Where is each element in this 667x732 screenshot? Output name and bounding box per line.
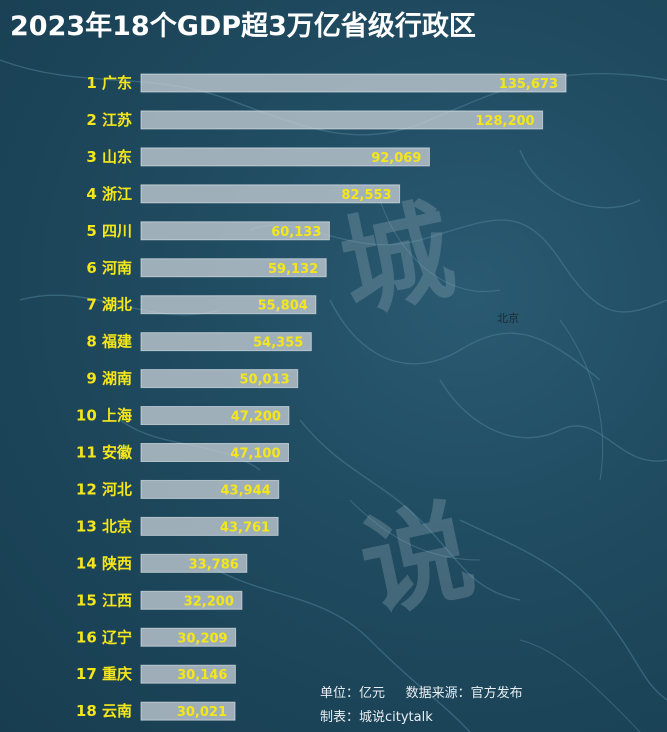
- value-label: 30,209: [177, 631, 227, 646]
- bar-row: 2 江苏 128,200: [86, 110, 544, 130]
- bar-row: 17 重庆 30,146: [76, 664, 236, 684]
- bar: [140, 479, 280, 499]
- bar-row: 18 云南 30,021: [76, 701, 236, 721]
- bar: [140, 73, 567, 93]
- bar: [140, 147, 430, 167]
- bar-row: 1 广东 135,673: [86, 73, 567, 93]
- bar-row: 16 辽宁 30,209: [76, 627, 237, 647]
- value-label: 59,132: [268, 262, 318, 277]
- bar-row: 11 安徽 47,100: [76, 443, 289, 462]
- category-label: 4 浙江: [86, 185, 132, 203]
- category-label: 15 江西: [76, 591, 132, 609]
- bar: [140, 443, 289, 462]
- bar: [140, 406, 290, 426]
- bar-row: 3 山东 92,069: [86, 147, 430, 167]
- footer-credit: 制表：城说citytalk: [320, 710, 433, 725]
- footer-unit-source: 单位：亿元 数据来源：官方发布: [320, 686, 523, 701]
- value-label: 32,200: [184, 594, 234, 609]
- bar-row: 10 上海 47,200: [76, 406, 290, 426]
- category-label: 6 河南: [86, 259, 132, 277]
- bar-row: 4 浙江 82,553: [86, 184, 401, 204]
- value-label: 43,761: [220, 520, 270, 535]
- bar-row: 6 河南 59,132: [86, 258, 327, 278]
- value-label: 43,944: [221, 483, 271, 498]
- category-label: 1 广东: [86, 74, 132, 92]
- bar: [140, 627, 237, 647]
- value-label: 92,069: [371, 151, 421, 166]
- category-label: 5 四川: [86, 222, 132, 240]
- value-label: 135,673: [499, 77, 558, 92]
- bar: [140, 332, 312, 352]
- bar: [140, 701, 236, 721]
- value-label: 55,804: [258, 299, 308, 314]
- map-city-label: 北京: [497, 312, 519, 325]
- bar-row: 8 福建 54,355: [86, 332, 312, 352]
- bar: [140, 664, 236, 684]
- bar-row: 13 北京 43,761: [76, 516, 279, 536]
- value-label: 128,200: [475, 114, 534, 129]
- category-label: 3 山东: [86, 148, 132, 166]
- value-label: 30,146: [177, 668, 227, 683]
- value-label: 54,355: [253, 336, 303, 351]
- value-label: 47,200: [231, 410, 281, 425]
- value-label: 30,021: [177, 705, 227, 720]
- value-label: 33,786: [189, 557, 239, 572]
- category-label: 13 北京: [76, 517, 132, 535]
- category-label: 10 上海: [76, 407, 132, 425]
- chart-title: 2023年18个GDP超3万亿省级行政区: [10, 11, 476, 42]
- category-label: 18 云南: [76, 702, 132, 720]
- bar: [140, 110, 544, 130]
- value-label: 50,013: [240, 373, 290, 388]
- category-label: 12 河北: [76, 480, 132, 498]
- bar: [140, 369, 299, 389]
- bar: [140, 295, 317, 315]
- bar-row: 12 河北 43,944: [76, 479, 280, 499]
- value-label: 47,100: [230, 447, 280, 462]
- bar: [140, 590, 243, 610]
- category-label: 11 安徽: [76, 444, 133, 462]
- value-label: 60,133: [271, 225, 321, 240]
- category-label: 14 陕西: [76, 554, 132, 572]
- bar-row: 5 四川 60,133: [86, 221, 330, 241]
- bar-row: 14 陕西 33,786: [76, 553, 248, 573]
- category-label: 17 重庆: [76, 665, 132, 683]
- bar: [140, 184, 401, 204]
- bar-row: 15 江西 32,200: [76, 590, 243, 610]
- category-label: 7 湖北: [86, 296, 132, 314]
- category-label: 16 辽宁: [76, 628, 132, 646]
- bar-row: 7 湖北 55,804: [86, 295, 317, 315]
- category-label: 8 福建: [86, 333, 133, 351]
- category-label: 9 湖南: [86, 370, 132, 388]
- value-label: 82,553: [341, 188, 391, 203]
- bar: [140, 516, 279, 536]
- bar: [140, 553, 248, 573]
- bar-row: 9 湖南 50,013: [86, 369, 299, 389]
- bar: [140, 221, 330, 241]
- bar: [140, 258, 327, 278]
- category-label: 2 江苏: [86, 111, 132, 129]
